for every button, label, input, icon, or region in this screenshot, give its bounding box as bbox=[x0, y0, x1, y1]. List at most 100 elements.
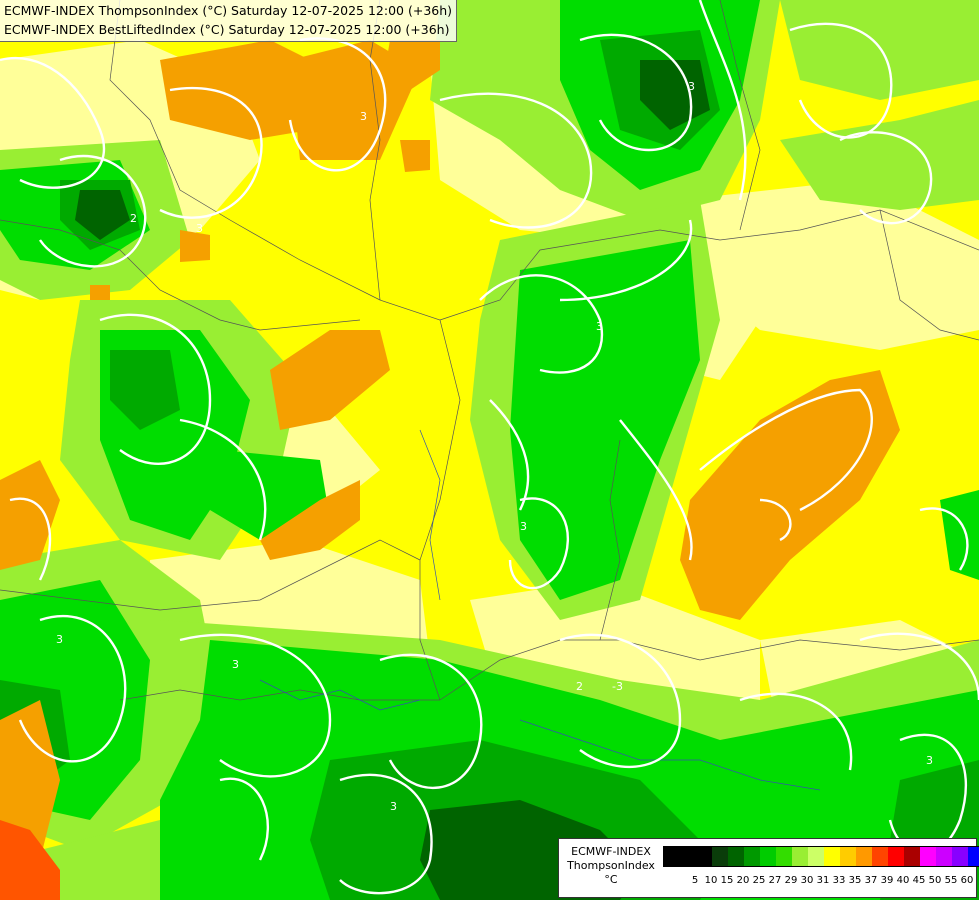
legend-swatch bbox=[760, 847, 776, 866]
legend-unit: °C bbox=[604, 873, 618, 886]
contour-label: -3 bbox=[612, 680, 623, 693]
legend-swatch bbox=[920, 847, 936, 866]
legend-tick-label: 31 bbox=[816, 875, 830, 886]
legend-swatch bbox=[856, 847, 872, 866]
dark-green-zone bbox=[75, 190, 130, 240]
lifted-index-contour bbox=[759, 498, 792, 542]
contour-label: 3 bbox=[360, 110, 367, 123]
legend-tick-label: 60 bbox=[960, 875, 974, 886]
lifted-index-contour bbox=[18, 614, 127, 763]
lifted-index-contour bbox=[439, 92, 593, 229]
country-border bbox=[439, 209, 979, 321]
lifted-index-contour bbox=[698, 0, 747, 201]
dark-green-zone bbox=[640, 60, 710, 130]
orange-zone bbox=[680, 370, 900, 620]
lifted-index-contour bbox=[339, 773, 433, 895]
legend-swatch bbox=[664, 847, 680, 866]
country-border bbox=[599, 439, 621, 641]
legend-tick-label: 29 bbox=[784, 875, 798, 886]
lifted-index-contour bbox=[0, 56, 106, 189]
contour-label: 3 bbox=[196, 222, 203, 235]
legend-swatch bbox=[968, 847, 979, 866]
contour-label: 2 bbox=[130, 212, 137, 225]
lifted-index-contour bbox=[479, 274, 603, 374]
legend-tick-label: 25 bbox=[752, 875, 766, 886]
lifted-index-contour bbox=[559, 219, 693, 302]
lifted-index-contour bbox=[379, 653, 483, 790]
legend-color-bar bbox=[663, 846, 979, 867]
river-line bbox=[259, 679, 421, 711]
lifted-index-contour bbox=[39, 154, 147, 268]
country-border bbox=[719, 0, 761, 231]
country-border bbox=[0, 539, 421, 611]
lifted-index-contour bbox=[739, 692, 853, 771]
lifted-index-contour bbox=[559, 633, 682, 769]
legend-swatch bbox=[840, 847, 856, 866]
legend-tick-label: 5 bbox=[691, 875, 699, 886]
lifted-index-contour bbox=[219, 777, 270, 861]
lifted-index-contour bbox=[288, 37, 387, 172]
light-green-zone bbox=[780, 100, 979, 210]
country-border bbox=[119, 689, 440, 701]
legend-tick-label: 55 bbox=[944, 875, 958, 886]
contour-label: 3 bbox=[520, 520, 527, 533]
orange-zone bbox=[385, 40, 440, 90]
contour-label: 3 bbox=[56, 633, 63, 646]
country-border bbox=[879, 209, 979, 341]
lifted-index-contour bbox=[179, 418, 267, 541]
legend-swatch bbox=[936, 847, 952, 866]
lifted-index-contour bbox=[159, 86, 263, 219]
legend-swatch bbox=[776, 847, 792, 866]
lifted-index-contour bbox=[919, 507, 969, 571]
legend-tick-label: 37 bbox=[864, 875, 878, 886]
legend-tick-label: 35 bbox=[848, 875, 862, 886]
orange-zone bbox=[260, 480, 360, 560]
lifted-index-contour bbox=[859, 632, 979, 701]
legend-tick-label: 33 bbox=[832, 875, 846, 886]
legend-parameter: ThompsonIndex bbox=[567, 859, 655, 872]
river-line bbox=[519, 719, 821, 791]
pale-yellow-zone bbox=[680, 180, 979, 350]
lifted-index-contour bbox=[579, 33, 693, 152]
legend-swatch bbox=[888, 847, 904, 866]
legend-tick-label: 40 bbox=[896, 875, 910, 886]
river-line bbox=[419, 429, 441, 601]
map-title-lifted: ECMWF-INDEX BestLiftedIndex (°C) Saturda… bbox=[4, 22, 450, 37]
legend-swatch bbox=[744, 847, 760, 866]
map-title-box: ECMWF-INDEX ThompsonIndex (°C) Saturday … bbox=[0, 0, 458, 42]
legend-tick-label: 27 bbox=[768, 875, 782, 886]
lifted-index-contour bbox=[699, 388, 873, 512]
orange-zone bbox=[160, 40, 330, 140]
legend-swatch bbox=[792, 847, 808, 866]
contour-label: 3 bbox=[390, 800, 397, 813]
country-border bbox=[0, 219, 361, 331]
lifted-index-contour bbox=[179, 633, 332, 778]
map-title-thompson: ECMWF-INDEX ThompsonIndex (°C) Saturday … bbox=[4, 3, 453, 18]
legend-swatch bbox=[952, 847, 968, 866]
color-legend: ECMWF-INDEX ThompsonIndex °C 5 10 15 20 25 27… bbox=[558, 838, 979, 898]
legend-tick-label: 20 bbox=[736, 875, 750, 886]
legend-swatch bbox=[904, 847, 920, 866]
orange-zone bbox=[90, 285, 110, 300]
orange-zone bbox=[270, 330, 390, 430]
legend-tick-label: 15 bbox=[720, 875, 734, 886]
orange-zone bbox=[0, 460, 60, 570]
legend-tick-label: 39 bbox=[880, 875, 894, 886]
legend-model: ECMWF-INDEX bbox=[571, 845, 651, 858]
medium-green-zone bbox=[110, 350, 180, 430]
legend-caption: ECMWF-INDEX ThompsonIndex °C bbox=[559, 845, 663, 887]
legend-tick-label: 45 bbox=[912, 875, 926, 886]
red-orange-zone bbox=[0, 820, 60, 900]
contour-label: 3 bbox=[232, 658, 239, 671]
legend-tick-label: 30 bbox=[800, 875, 814, 886]
legend-swatch bbox=[680, 847, 696, 866]
legend-swatch bbox=[872, 847, 888, 866]
contour-labels: 2 3 3 3 3 3 3 3 2 -3 3 3 bbox=[56, 80, 933, 813]
lifted-index-contour bbox=[789, 22, 893, 139]
legend-swatch bbox=[824, 847, 840, 866]
lifted-index-contour bbox=[99, 313, 212, 465]
